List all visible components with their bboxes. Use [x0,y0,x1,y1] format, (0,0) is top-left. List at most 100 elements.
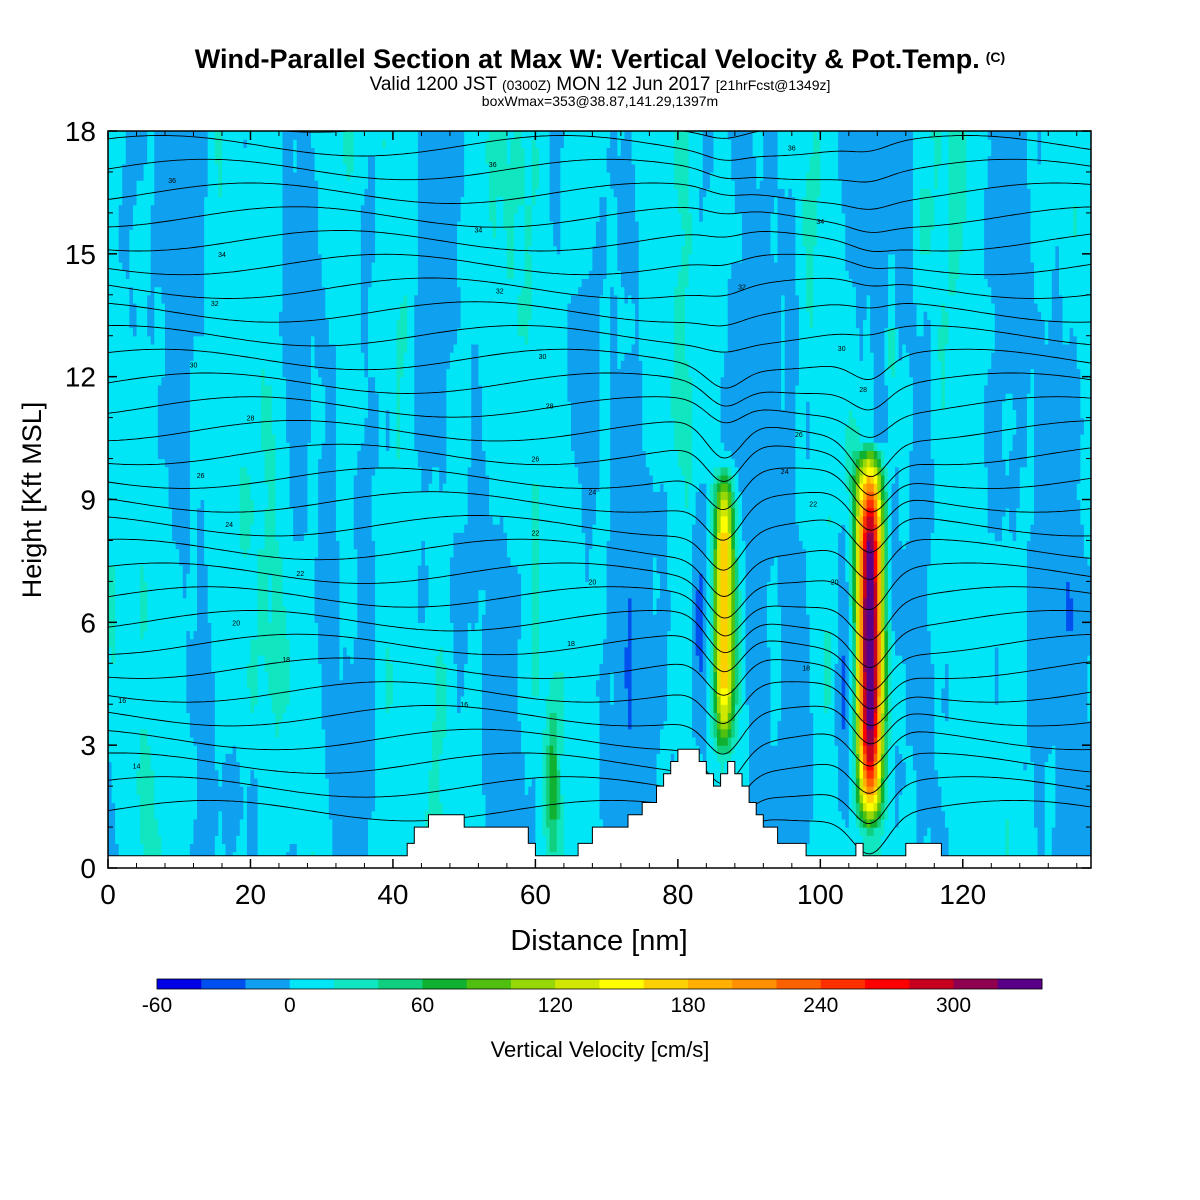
velocity-cell [165,311,169,320]
velocity-cell [300,647,304,656]
velocity-cell [290,164,294,173]
velocity-cell [201,237,205,246]
velocity-cell [283,328,287,337]
velocity-cell [151,467,155,476]
velocity-cell [165,139,169,148]
velocity-cell [293,819,297,828]
velocity-cell [243,180,247,189]
velocity-cell [169,819,173,828]
velocity-cell [300,827,304,836]
velocity-cell [258,205,262,214]
velocity-cell [201,336,205,345]
velocity-cell [247,516,251,525]
velocity-cell [158,418,162,427]
velocity-cell [176,639,180,648]
velocity-cell [140,663,144,672]
velocity-cell [197,164,201,173]
velocity-cell [240,303,244,312]
velocity-cell [208,819,212,828]
velocity-cell [229,229,233,238]
velocity-cell [218,639,222,648]
velocity-cell [283,491,287,500]
velocity-cell [136,655,140,664]
velocity-cell [258,794,262,803]
velocity-cell [154,237,158,246]
velocity-cell [208,647,212,656]
velocity-cell [293,237,297,246]
velocity-cell [197,614,201,623]
velocity-cell [190,246,194,255]
velocity-cell [240,311,244,320]
velocity-cell [161,721,165,730]
velocity-cell [240,131,244,140]
velocity-cell [165,156,169,165]
velocity-cell [226,483,230,492]
velocity-cell [201,819,205,828]
velocity-cell [183,508,187,517]
velocity-cell [140,581,144,590]
velocity-cell [201,254,205,263]
velocity-cell [161,729,165,738]
velocity-cell [275,696,279,705]
velocity-cell [247,712,251,721]
velocity-cell [275,319,279,328]
velocity-cell [158,147,162,156]
velocity-cell [229,843,233,852]
velocity-cell [208,270,212,279]
velocity-cell [147,663,151,672]
velocity-cell [112,598,116,607]
velocity-cell [186,590,190,599]
velocity-cell [275,524,279,533]
velocity-cell [190,581,194,590]
velocity-cell [211,156,215,165]
velocity-cell [161,254,165,263]
velocity-cell [190,827,194,836]
velocity-cell [211,721,215,730]
velocity-cell [183,385,187,394]
velocity-cell [129,549,133,558]
velocity-cell [190,450,194,459]
velocity-cell [197,712,201,721]
velocity-cell [293,712,297,721]
velocity-cell [258,500,262,509]
velocity-cell [258,131,262,140]
velocity-cell [186,704,190,713]
velocity-cell [272,598,276,607]
velocity-cell [112,172,116,181]
velocity-cell [222,147,226,156]
velocity-cell [201,516,205,525]
velocity-cell [190,508,194,517]
velocity-cell [133,237,137,246]
velocity-cell [222,262,226,271]
velocity-cell [222,688,226,697]
velocity-cell [247,590,251,599]
velocity-cell [250,631,254,640]
velocity-cell [140,270,144,279]
velocity-cell [286,565,290,574]
velocity-cell [154,794,158,803]
velocity-cell [229,147,233,156]
velocity-cell [279,639,283,648]
velocity-cell [122,221,126,230]
velocity-cell [147,467,151,476]
velocity-cell [226,254,230,263]
velocity-cell [115,606,119,615]
velocity-cell [186,467,190,476]
velocity-cell [190,516,194,525]
velocity-cell [172,205,176,214]
velocity-cell [233,278,237,287]
velocity-cell [258,197,262,206]
velocity-cell [183,622,187,631]
velocity-cell [261,360,265,369]
velocity-cell [290,598,294,607]
velocity-cell [144,311,148,320]
velocity-cell [297,270,301,279]
velocity-cell [265,360,269,369]
velocity-cell [144,753,148,762]
velocity-cell [112,688,116,697]
velocity-cell [268,565,272,574]
velocity-cell [215,737,219,746]
velocity-cell [240,622,244,631]
velocity-cell [236,147,240,156]
velocity-cell [208,156,212,165]
